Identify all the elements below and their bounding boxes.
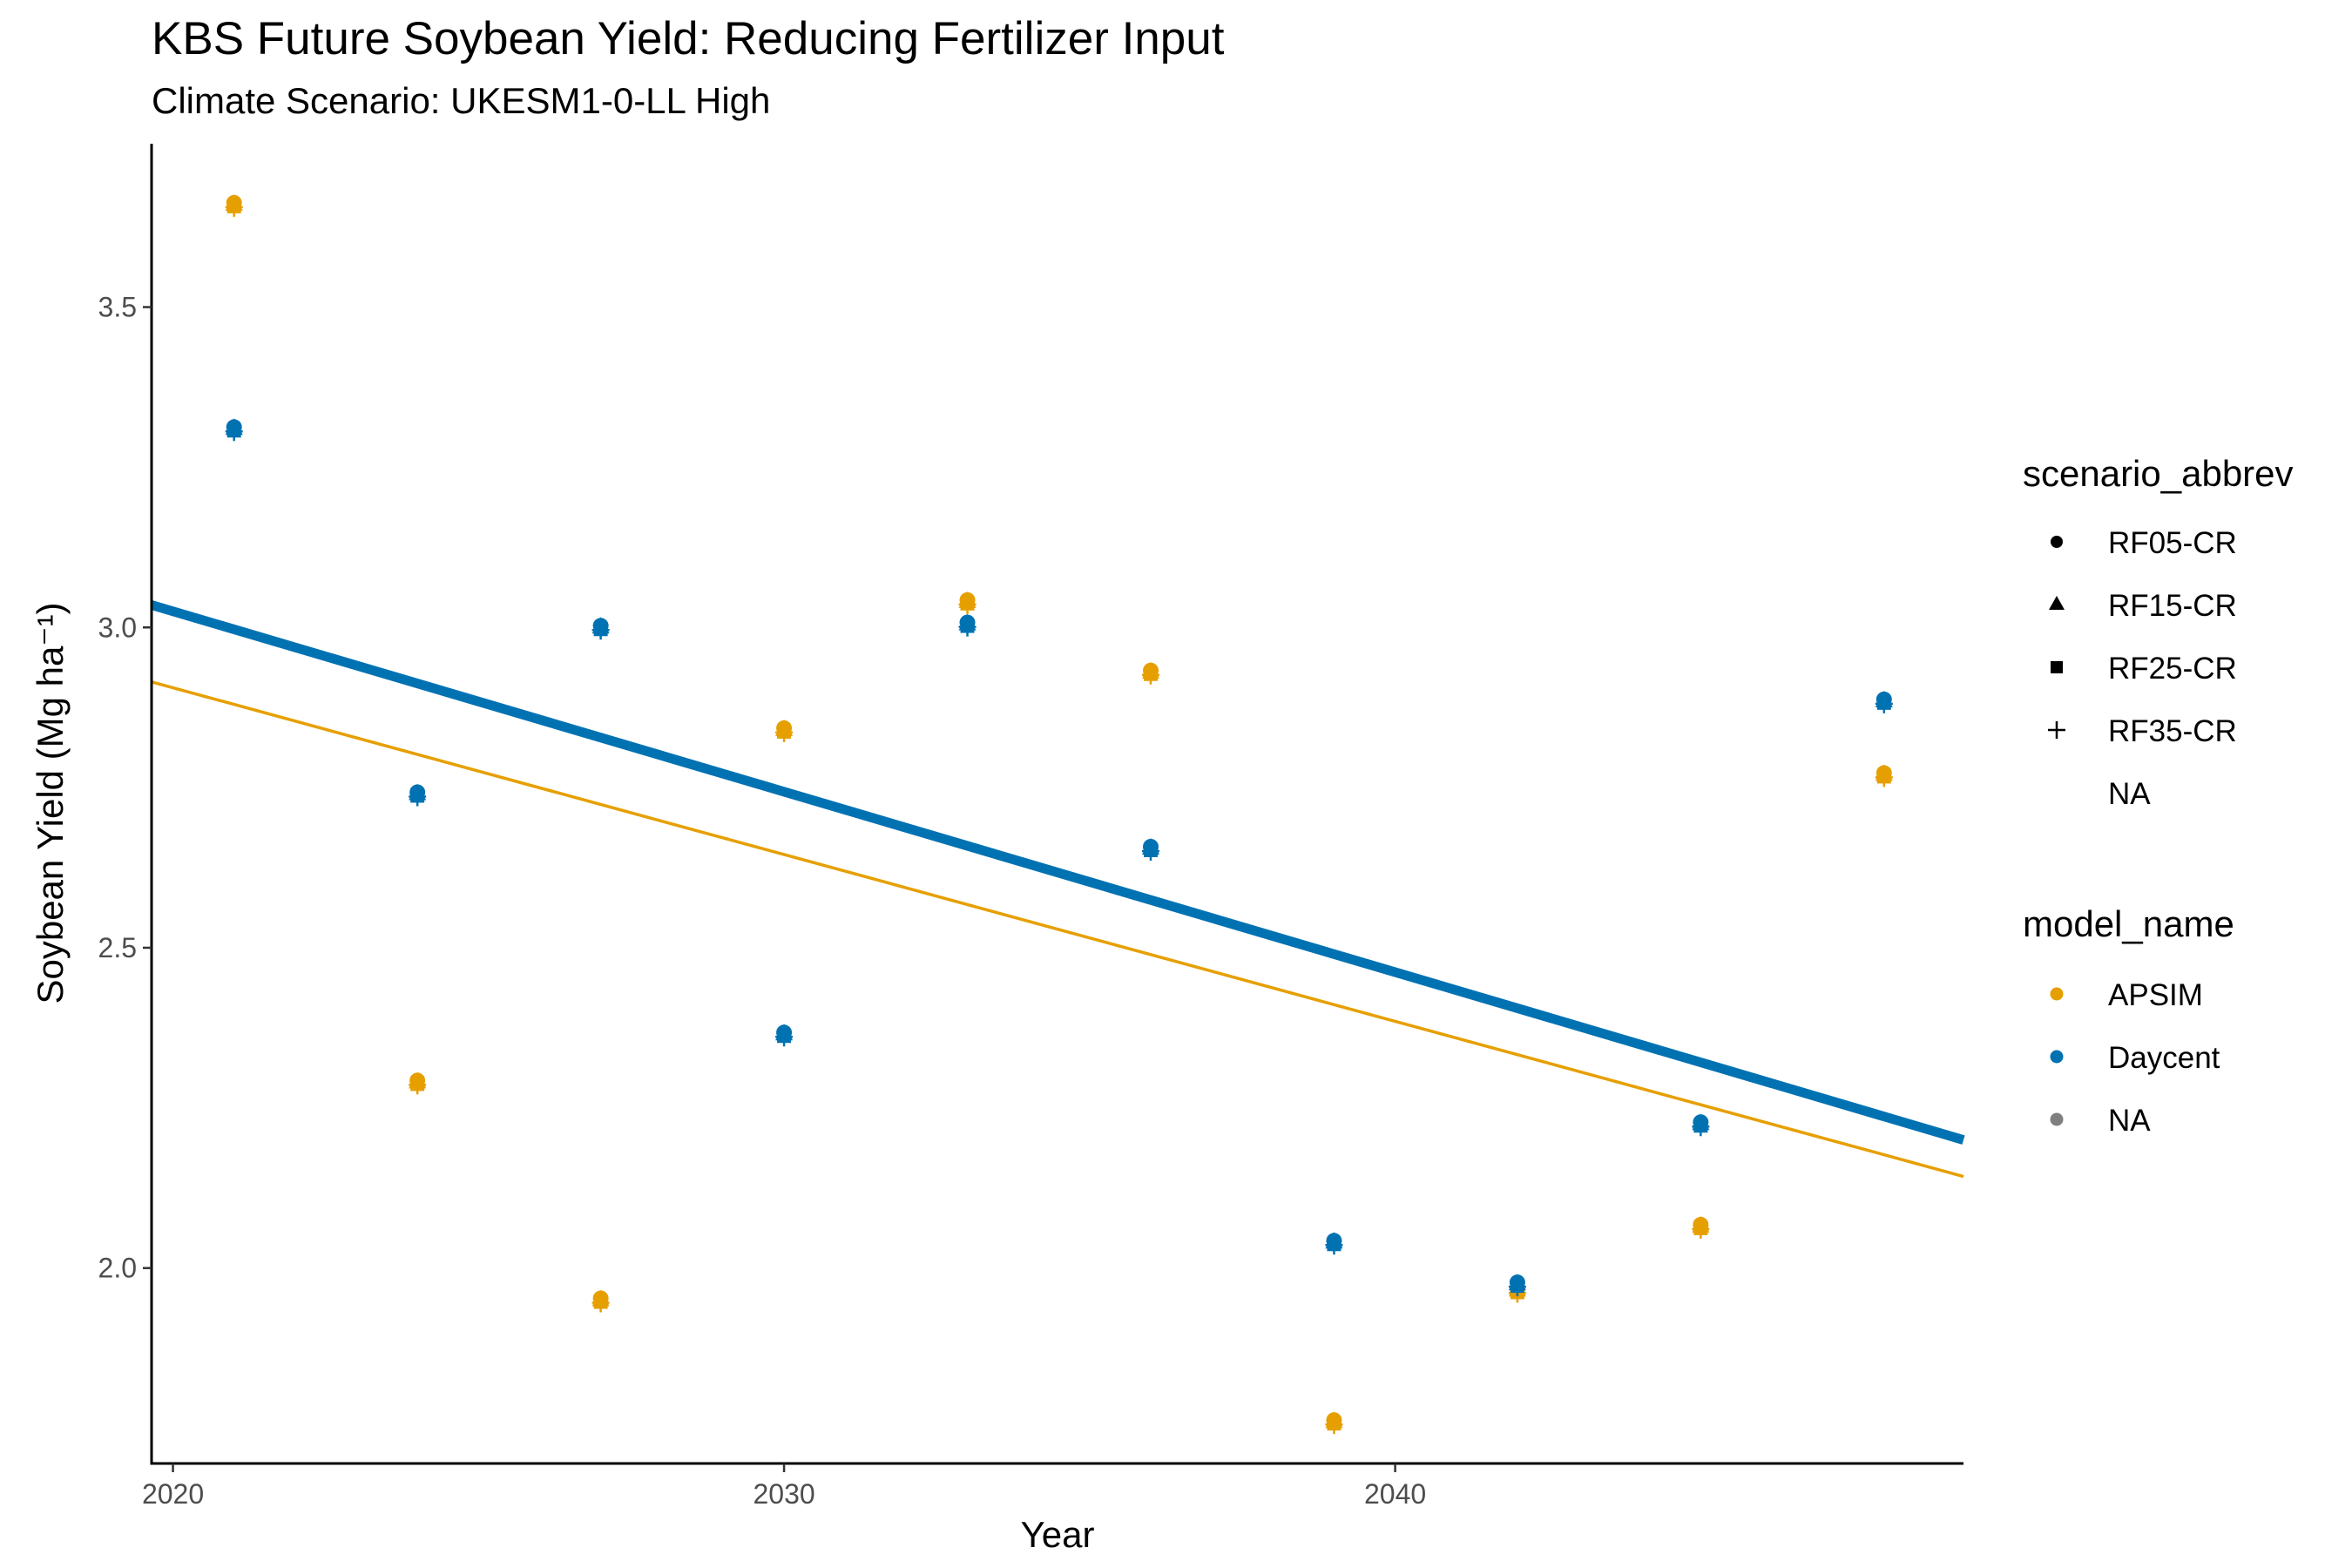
data-point-apsim bbox=[958, 591, 977, 614]
legend-item-rf25: RF25-CR bbox=[2051, 652, 2237, 686]
y-tick-label: 2.0 bbox=[98, 1253, 137, 1284]
point-marker-circle bbox=[1509, 1274, 1525, 1291]
legend-item-model-na: NA bbox=[2050, 1104, 2151, 1138]
data-points bbox=[225, 193, 1893, 1435]
point-marker-circle bbox=[226, 419, 242, 436]
legend-item-rf35: RF35-CR bbox=[2048, 714, 2237, 748]
point-marker-circle bbox=[776, 720, 793, 736]
trendlines bbox=[150, 600, 1965, 1179]
trendline-daycent bbox=[150, 600, 1965, 1145]
point-marker-circle bbox=[959, 591, 976, 608]
point-marker-circle bbox=[1876, 765, 1892, 781]
x-axis-title: Year bbox=[1021, 1514, 1095, 1555]
y-axis-ticks: 2.0 2.5 3.0 3.5 bbox=[98, 292, 152, 1284]
data-point-daycent bbox=[775, 1024, 794, 1047]
data-point-daycent bbox=[1508, 1274, 1526, 1297]
x-axis-ticks: 2020 2030 2040 bbox=[142, 1463, 1426, 1510]
data-point-apsim bbox=[591, 1289, 610, 1313]
data-point-daycent bbox=[591, 617, 610, 640]
data-point-apsim bbox=[1141, 661, 1159, 685]
point-marker-circle bbox=[1876, 691, 1892, 707]
legend-item-daycent: Daycent bbox=[2050, 1041, 2220, 1075]
data-point-daycent bbox=[1325, 1232, 1343, 1255]
legend-key-triangle bbox=[2049, 596, 2065, 610]
legend-label-rf15: RF15-CR bbox=[2108, 589, 2237, 623]
point-marker-circle bbox=[1326, 1412, 1342, 1429]
point-marker-circle bbox=[592, 618, 609, 634]
legend-key-square bbox=[2051, 661, 2063, 673]
legend-label-apsim: APSIM bbox=[2108, 978, 2203, 1012]
trendline-apsim bbox=[151, 680, 1964, 1179]
data-point-daycent bbox=[1141, 837, 1159, 861]
legend-key-plus bbox=[2048, 721, 2065, 739]
legend-label-daycent: Daycent bbox=[2108, 1041, 2220, 1075]
legend-title-model: model_name bbox=[2023, 903, 2234, 944]
data-point-daycent bbox=[409, 783, 427, 807]
point-marker-circle bbox=[1693, 1216, 1709, 1233]
data-point-daycent bbox=[1875, 690, 1893, 713]
point-marker-circle bbox=[226, 194, 242, 211]
point-marker-circle bbox=[592, 1290, 609, 1307]
legend-label-rf05: RF05-CR bbox=[2108, 526, 2237, 560]
data-point-daycent bbox=[1692, 1113, 1710, 1137]
point-marker-circle bbox=[1326, 1233, 1342, 1249]
data-point-apsim bbox=[1325, 1411, 1343, 1435]
point-marker-circle bbox=[409, 1072, 426, 1089]
data-point-apsim bbox=[775, 719, 794, 742]
legend-item-apsim: APSIM bbox=[2050, 978, 2203, 1012]
legend-label-rf35: RF35-CR bbox=[2108, 714, 2237, 748]
legend-item-scenario-na: NA bbox=[2108, 777, 2151, 811]
legend-item-rf05: RF05-CR bbox=[2051, 526, 2237, 560]
point-marker-circle bbox=[1142, 662, 1159, 679]
legend-label-scenario-na: NA bbox=[2108, 777, 2151, 811]
x-tick-label: 2030 bbox=[753, 1478, 814, 1510]
point-marker-circle bbox=[776, 1024, 793, 1041]
point-marker-circle bbox=[959, 614, 976, 631]
y-tick-label: 3.5 bbox=[98, 292, 137, 323]
data-point-apsim bbox=[225, 193, 243, 217]
point-marker-circle bbox=[409, 784, 426, 801]
legend-key-daycent bbox=[2050, 1050, 2064, 1064]
legend-label-rf25: RF25-CR bbox=[2108, 652, 2237, 686]
legend-key-model-na bbox=[2050, 1112, 2064, 1126]
legend-item-rf15: RF15-CR bbox=[2049, 589, 2237, 623]
legend-title-scenario: scenario_abbrev bbox=[2023, 453, 2294, 494]
data-point-daycent bbox=[225, 418, 243, 442]
x-tick-label: 2040 bbox=[1364, 1478, 1426, 1510]
y-tick-label: 3.0 bbox=[98, 612, 137, 643]
x-tick-label: 2020 bbox=[142, 1478, 204, 1510]
point-marker-circle bbox=[1142, 838, 1159, 855]
legend-key-apsim bbox=[2050, 987, 2064, 1001]
y-axis-title: Soybean Yield (Mg ha⁻¹) bbox=[30, 602, 71, 1004]
data-point-apsim bbox=[409, 1071, 427, 1095]
data-point-apsim bbox=[1692, 1215, 1710, 1239]
chart-subtitle: Climate Scenario: UKESM1-0-LL High bbox=[152, 80, 770, 121]
legend-label-model-na: NA bbox=[2108, 1104, 2151, 1138]
legend-key-circle bbox=[2051, 536, 2063, 548]
data-point-daycent bbox=[958, 613, 977, 637]
data-point-apsim bbox=[1875, 764, 1893, 787]
y-tick-label: 2.5 bbox=[98, 932, 137, 963]
point-marker-circle bbox=[1693, 1114, 1709, 1131]
chart-title: KBS Future Soybean Yield: Reducing Ferti… bbox=[152, 13, 1225, 64]
